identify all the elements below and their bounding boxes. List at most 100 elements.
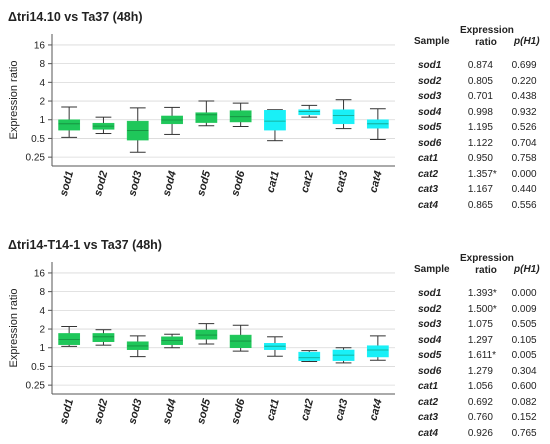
x-tick-label-cat1: cat1 [265, 398, 282, 422]
boxplot-bottom: 16 8 4 2 1 0.5 0.25 Expression ratio sod1 sod2 sod… [8, 262, 395, 426]
stats-table-bottom: Sample Expression ratio p(H1) sod1 1.393*… [410, 253, 548, 441]
table-cell-ratio: 0.865 [467, 199, 493, 211]
table-row: sod4 0.998 0.932 [410, 105, 548, 121]
x-tick-label-sod4: sod4 [161, 398, 179, 426]
table-cell-sample: cat4 [418, 199, 439, 211]
y-tick-label: 8 [39, 59, 45, 70]
table-row: sod3 1.075 0.505 [410, 317, 548, 333]
table-row: cat1 0.950 0.758 [410, 151, 548, 167]
box-cat4 [366, 345, 389, 358]
y-tick-label: 1 [39, 115, 45, 126]
table-row: cat2 1.357* 0.000 [410, 167, 548, 183]
table-cell-ratio: 1.195 [467, 122, 493, 133]
table-cell-sample: sod3 [418, 91, 442, 102]
x-tick-label-sod3: sod3 [126, 398, 144, 426]
table-cell-p: 0.009 [511, 303, 537, 315]
table-cell-sample: cat3 [418, 412, 439, 423]
table-cell-p: 0.765 [511, 427, 537, 439]
x-tick-label-cat4: cat4 [367, 170, 384, 194]
table-cell-p: 0.438 [511, 91, 537, 102]
table-cell-p: 0.000 [511, 288, 537, 299]
y-axis-label: Expression ratio [8, 289, 20, 368]
chart-title-top: Δtri14.10 vs Ta37 (48h) [8, 10, 143, 24]
table-row: sod6 1.122 0.704 [410, 136, 548, 152]
table-cell-ratio: 1.611* [467, 350, 497, 361]
table-cell-ratio: 1.056 [467, 381, 493, 392]
table-cell-p: 0.505 [511, 319, 537, 330]
x-tick-label-sod3: sod3 [126, 170, 144, 198]
table-cell-ratio: 0.692 [467, 396, 493, 408]
table-cell-sample: cat1 [418, 153, 439, 164]
table-cell-ratio: 1.075 [467, 319, 493, 330]
stats-table-top: Sample Expression ratio p(H1) sod1 0.874 0… [410, 25, 548, 214]
table-cell-sample: sod4 [418, 106, 442, 118]
table-cell-sample: sod5 [418, 122, 442, 133]
table-cell-sample: cat3 [418, 184, 439, 195]
table-row: sod6 1.279 0.304 [410, 364, 548, 380]
table-cell-p: 0.220 [511, 75, 537, 87]
x-tick-label-cat3: cat3 [333, 398, 350, 422]
box-sod5 [195, 112, 218, 123]
table-header-ratio: Expression ratio [460, 25, 514, 48]
table-cell-sample: sod1 [418, 60, 442, 71]
y-tick-label: 4 [39, 78, 45, 89]
box-sod5 [195, 329, 218, 340]
table-cell-p: 0.526 [511, 122, 537, 133]
table-cell-ratio: 0.701 [467, 91, 493, 102]
box-sod2 [92, 333, 115, 342]
table-cell-ratio: 1.500* [467, 303, 497, 315]
table-cell-ratio: 0.760 [467, 412, 493, 423]
table-cell-p: 0.556 [511, 199, 537, 211]
table-cell-sample: cat2 [418, 168, 439, 180]
table-cell-ratio: 1.167 [467, 184, 493, 195]
y-tick-label: 16 [34, 268, 46, 279]
table-cell-ratio: 1.122 [467, 137, 493, 149]
y-tick-label: 1 [39, 343, 45, 354]
box-cat3 [332, 109, 355, 125]
x-tick-label-sod2: sod2 [92, 398, 110, 426]
table-cell-sample: sod1 [418, 288, 442, 299]
x-tick-label-cat4: cat4 [367, 398, 384, 422]
table-header-p: p(H1) [514, 36, 540, 47]
table-row: cat4 0.865 0.556 [410, 198, 548, 214]
table-cell-p: 0.440 [511, 184, 537, 195]
table-header-p: p(H1) [514, 264, 540, 275]
table-cell-sample: sod6 [418, 365, 442, 377]
table-cell-p: 0.600 [511, 381, 537, 392]
table-cell-ratio: 0.998 [467, 106, 493, 118]
table-cell-sample: cat4 [418, 427, 439, 439]
table-cell-p: 0.758 [511, 153, 537, 164]
table-cell-ratio: 1.279 [467, 365, 493, 377]
table-cell-sample: sod6 [418, 137, 442, 149]
table-cell-ratio: 0.805 [467, 75, 493, 87]
x-tick-label-sod5: sod5 [195, 169, 213, 198]
table-cell-sample: cat1 [418, 381, 439, 392]
x-tick-label-sod1: sod1 [58, 170, 76, 198]
y-tick-label: 4 [39, 306, 45, 317]
box-sod1 [58, 333, 81, 345]
y-tick-label: 0.25 [26, 381, 46, 392]
table-cell-ratio: 1.357* [467, 168, 497, 180]
y-tick-label: 2 [39, 325, 45, 336]
table-header-ratio: Expression ratio [460, 253, 514, 276]
table-row: sod1 0.874 0.699 [410, 58, 548, 74]
table-cell-sample: sod4 [418, 334, 442, 346]
table-cell-p: 0.005 [511, 350, 537, 361]
table-header-sample: Sample [414, 36, 450, 47]
table-cell-p: 0.152 [511, 412, 537, 423]
table-cell-ratio: 1.393* [467, 288, 497, 299]
x-tick-label-sod1: sod1 [58, 398, 76, 426]
box-sod1 [58, 119, 81, 131]
box-cat2 [298, 351, 321, 361]
box-cat2 [298, 109, 321, 116]
box-cat1 [264, 110, 286, 131]
table-cell-p: 0.704 [511, 137, 537, 149]
x-tick-label-sod2: sod2 [92, 170, 110, 198]
x-tick-label-cat1: cat1 [265, 170, 282, 194]
x-tick-label-cat2: cat2 [299, 170, 316, 194]
table-row: sod1 1.393* 0.000 [410, 286, 548, 302]
table-row: sod5 1.195 0.526 [410, 120, 548, 136]
table-cell-p: 0.304 [511, 365, 537, 377]
table-row: sod2 1.500* 0.009 [410, 302, 548, 318]
table-row: cat1 1.056 0.600 [410, 379, 548, 395]
